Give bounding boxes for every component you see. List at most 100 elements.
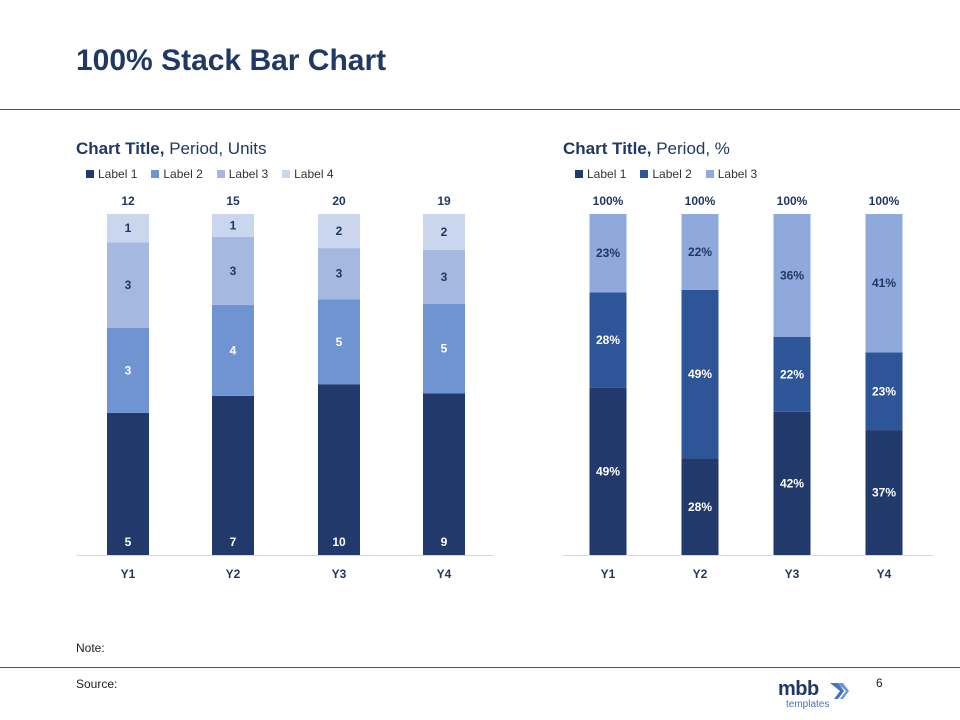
legend-item-label-2: Label 2 xyxy=(151,167,203,181)
data-label: 41% xyxy=(872,276,896,290)
page-number: 6 xyxy=(876,676,883,690)
data-label: 28% xyxy=(688,500,712,514)
left-chart-title-rest: Period, Units xyxy=(164,139,267,158)
legend-label: Label 1 xyxy=(98,167,138,181)
total-label: 100% xyxy=(869,194,900,208)
category-tick-label: Y1 xyxy=(121,567,136,581)
data-label: 7 xyxy=(230,535,237,549)
bar-segment xyxy=(107,327,149,413)
bar-segment xyxy=(589,292,627,388)
right-chart-title-bold: Chart Title, xyxy=(563,139,652,158)
bar-segment xyxy=(681,214,719,290)
data-label: 3 xyxy=(336,267,343,281)
bar-segment xyxy=(773,336,811,412)
data-label: 10 xyxy=(332,535,346,549)
bar-segment xyxy=(865,214,903,353)
legend-item-label-4: Label 4 xyxy=(282,167,334,181)
data-label: 49% xyxy=(688,367,712,381)
data-label: 5 xyxy=(125,535,132,549)
left-chart-legend: Label 1 Label 2 Label 3 Label 4 xyxy=(86,167,334,181)
data-label: 3 xyxy=(125,363,132,377)
right-chart-title: Chart Title, Period, % xyxy=(563,139,730,159)
bar-segment xyxy=(107,412,149,555)
data-label: 22% xyxy=(688,245,712,259)
data-label: 4 xyxy=(230,343,237,357)
data-label: 5 xyxy=(336,335,343,349)
legend-label: Label 3 xyxy=(717,167,758,181)
bar-segment xyxy=(107,214,149,243)
bar-segment xyxy=(589,387,627,555)
data-label: 1 xyxy=(125,221,132,235)
data-label: 3 xyxy=(125,278,132,292)
right-chart-title-rest: Period, % xyxy=(651,139,730,158)
legend-item-label-3: Label 3 xyxy=(216,167,269,181)
brand-logo: mbb templates xyxy=(778,678,860,712)
legend-swatch xyxy=(216,170,225,178)
legend-swatch xyxy=(282,170,291,178)
data-label: 2 xyxy=(336,224,343,238)
logo-text: mbb xyxy=(778,678,819,700)
data-label: 36% xyxy=(780,268,804,282)
data-label: 2 xyxy=(441,225,448,239)
category-tick-label: Y3 xyxy=(332,567,347,581)
legend-swatch xyxy=(151,170,160,178)
legend-label: Label 3 xyxy=(228,167,269,181)
bar-segment xyxy=(423,249,465,304)
total-label: 100% xyxy=(777,194,808,208)
legend-swatch xyxy=(640,170,649,178)
bar-segment xyxy=(318,214,360,249)
left-chart-title-bold: Chart Title, xyxy=(76,139,165,158)
data-label: 5 xyxy=(441,342,448,356)
bar-segment xyxy=(865,430,903,555)
bar-segment xyxy=(318,299,360,385)
legend-item-label-1: Label 1 xyxy=(86,167,137,181)
bar-segment xyxy=(773,411,811,555)
data-label: 42% xyxy=(780,476,804,490)
bar-segment xyxy=(212,236,254,305)
data-label: 28% xyxy=(596,333,620,347)
category-tick-label: Y4 xyxy=(877,567,892,581)
bar-segment xyxy=(589,214,627,293)
category-tick-label: Y3 xyxy=(785,567,800,581)
legend-item-label-3: Label 3 xyxy=(705,167,758,181)
total-label: 100% xyxy=(593,194,624,208)
data-label: 9 xyxy=(441,535,448,549)
category-tick-label: Y2 xyxy=(226,567,241,581)
bar-segment xyxy=(212,395,254,555)
category-tick-label: Y2 xyxy=(693,567,708,581)
bar-segment xyxy=(773,214,811,337)
data-label: 37% xyxy=(872,486,896,500)
bar-segment xyxy=(318,384,360,555)
data-label: 23% xyxy=(872,384,896,398)
note-label: Note: xyxy=(76,641,105,655)
bar-segment xyxy=(865,352,903,431)
total-label: 19 xyxy=(437,194,451,208)
category-tick-label: Y4 xyxy=(437,567,452,581)
legend-swatch xyxy=(86,170,94,178)
total-label: 12 xyxy=(121,194,135,208)
bar-segment xyxy=(423,303,465,394)
logo-subtext: templates xyxy=(786,699,830,710)
legend-label: Label 2 xyxy=(163,167,203,181)
legend-item-label-1: Label 1 xyxy=(575,167,626,181)
bar-segment xyxy=(212,304,254,396)
bar-segment xyxy=(423,214,465,250)
data-label: 3 xyxy=(230,264,237,278)
category-tick-label: Y1 xyxy=(601,567,616,581)
total-label: 15 xyxy=(226,194,240,208)
total-label: 20 xyxy=(332,194,346,208)
slide-title: 100% Stack Bar Chart xyxy=(76,44,387,77)
legend-item-label-2: Label 2 xyxy=(640,167,692,181)
legend-swatch xyxy=(705,170,714,178)
total-label: 100% xyxy=(685,194,716,208)
left-chart-title: Chart Title, Period, Units xyxy=(76,139,267,159)
data-label: 1 xyxy=(230,218,237,232)
data-label: 3 xyxy=(441,270,448,284)
bar-segment xyxy=(318,248,360,300)
bar-segment xyxy=(423,393,465,555)
data-label: 49% xyxy=(596,464,620,478)
legend-label: Label 1 xyxy=(587,167,627,181)
bar-segment xyxy=(681,458,719,555)
